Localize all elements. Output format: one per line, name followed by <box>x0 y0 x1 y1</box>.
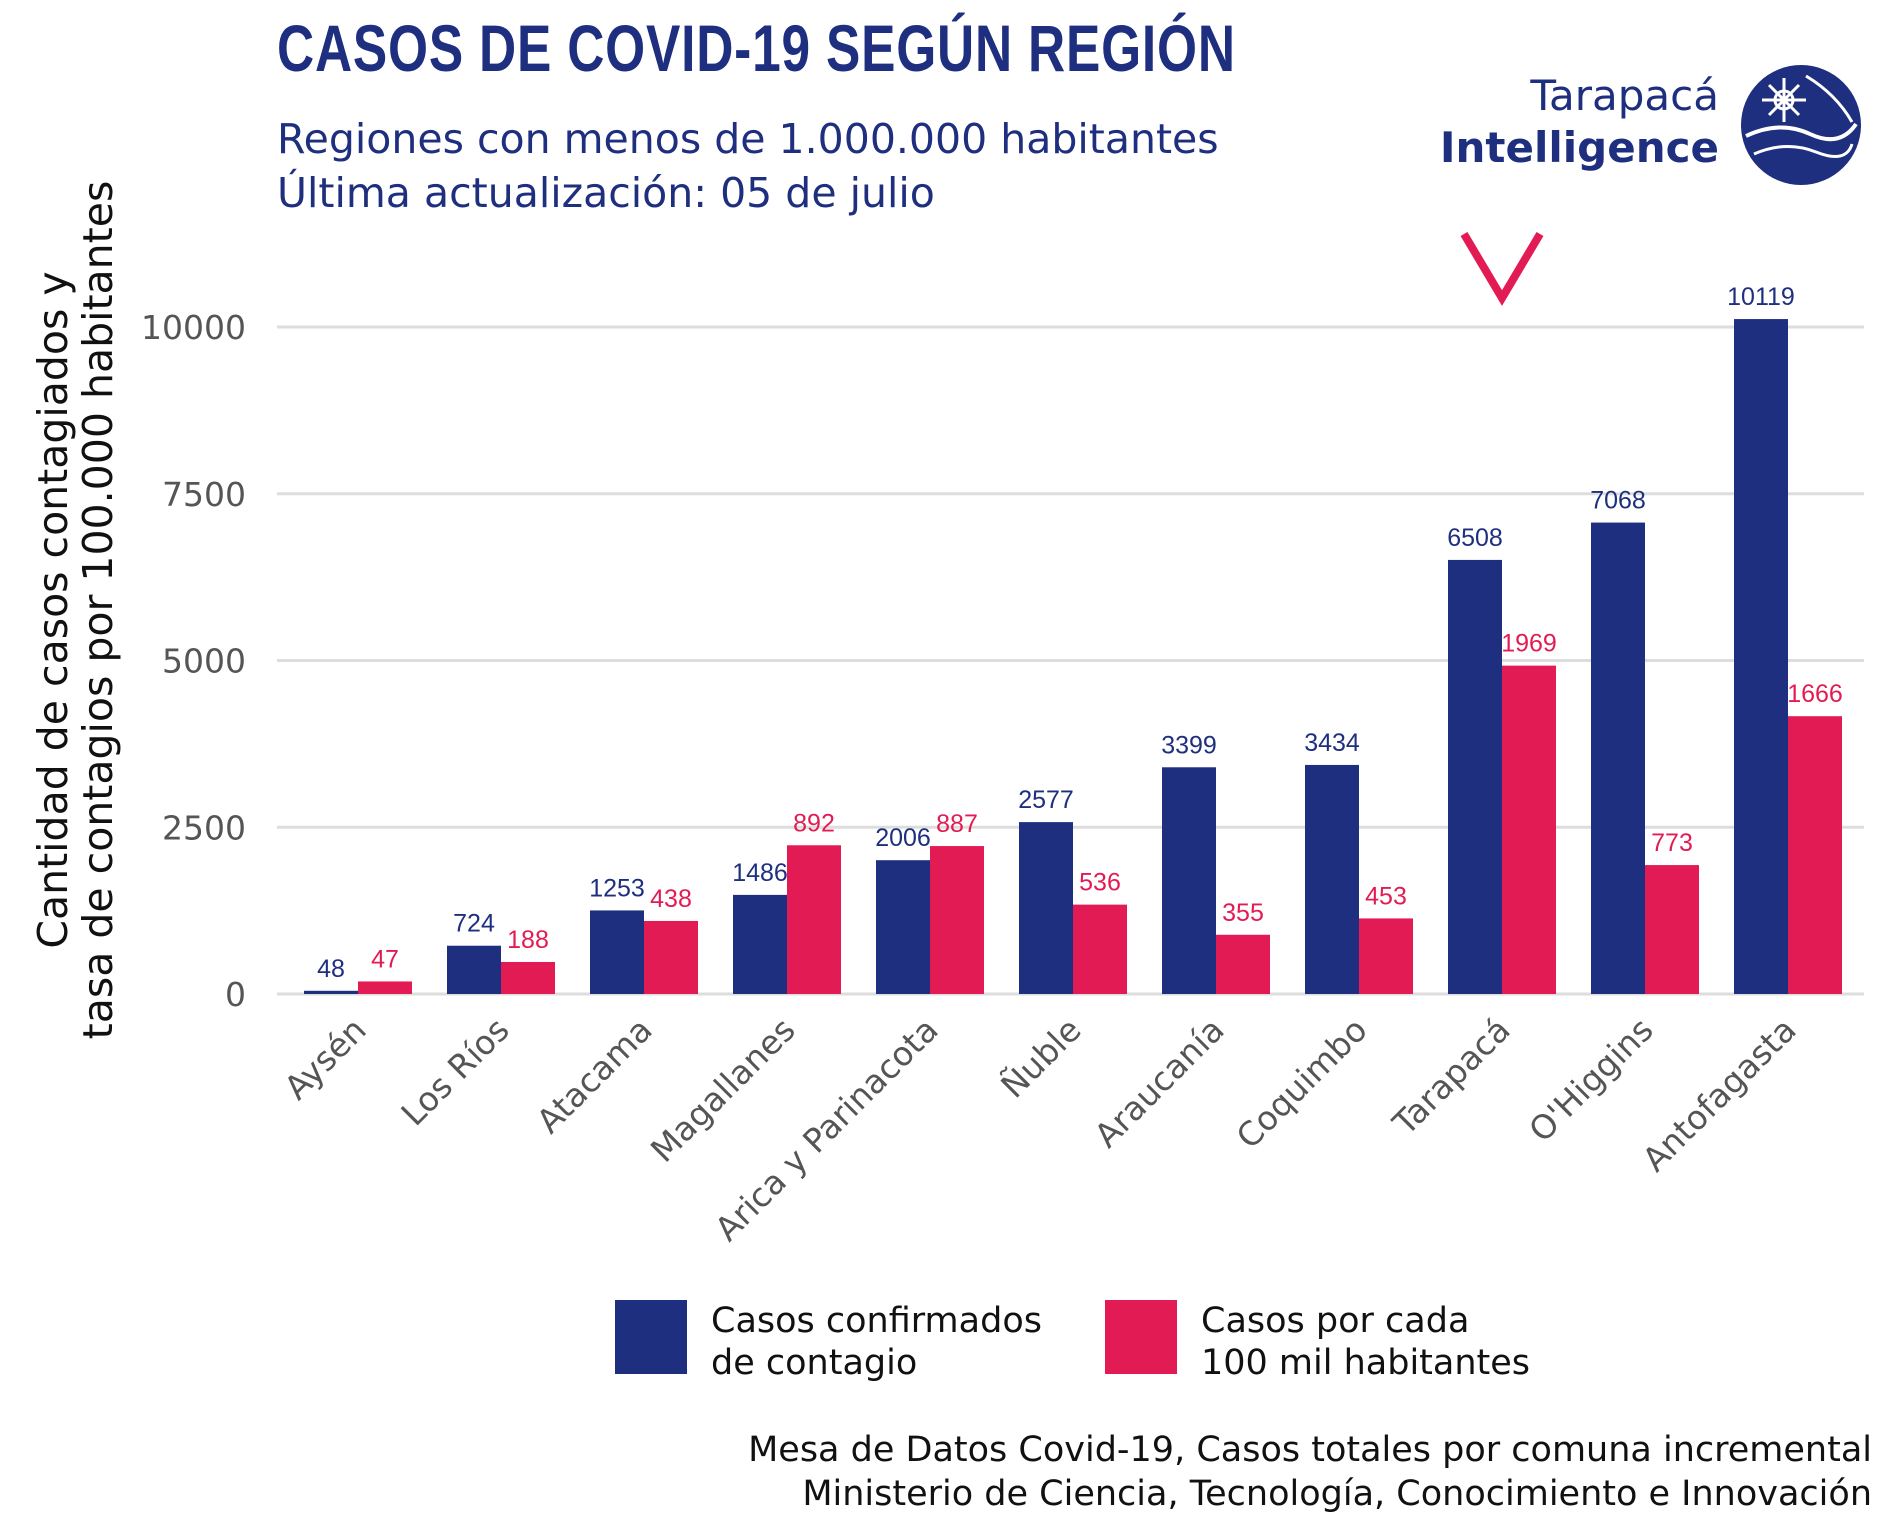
data-label-confirmed: 2577 <box>1018 786 1074 814</box>
x-tick-label: Coquimbo <box>1229 1010 1375 1156</box>
bar-confirmed <box>1019 822 1073 994</box>
bar-rate <box>930 846 984 994</box>
bar-confirmed <box>304 990 358 994</box>
bar-rate <box>1216 934 1270 994</box>
logo-globe-icon <box>1741 65 1861 185</box>
bar-rate <box>787 845 841 994</box>
x-tick-label: Tarapacá <box>1385 1010 1518 1143</box>
bar-confirmed <box>1448 559 1502 994</box>
legend-swatch-rate <box>1105 1300 1177 1374</box>
subtitle-regions: Regiones con menos de 1.000.000 habitant… <box>277 115 1219 163</box>
data-label-rate: 355 <box>1222 899 1264 927</box>
x-tick-label: Aysén <box>277 1010 374 1107</box>
bar-confirmed <box>733 894 787 994</box>
highlight-chevron-icon <box>1460 231 1544 306</box>
x-tick-label: Los Ríos <box>393 1010 516 1133</box>
legend-label-rate-line2: 100 mil habitantes <box>1201 1343 1531 1383</box>
bar-rate <box>644 920 698 994</box>
bar-confirmed <box>876 860 930 994</box>
x-tick-label: Ñuble <box>993 1010 1088 1105</box>
data-label-confirmed: 3399 <box>1161 731 1217 759</box>
legend: Casos confirmados de contagio Casos por … <box>615 1300 1555 1390</box>
legend-label-confirmed-line1: Casos confirmados <box>711 1301 1042 1341</box>
bar-rate <box>1073 904 1127 994</box>
x-tick-label: Magallanes <box>643 1010 803 1170</box>
y-axis-ticks: 0 2500 5000 7500 10000 <box>141 308 246 1014</box>
x-tick-label: O'Higgins <box>1521 1010 1660 1149</box>
data-label-rate: 892 <box>793 809 835 837</box>
bar-confirmed <box>1305 764 1359 994</box>
data-label-confirmed: 1486 <box>732 859 788 887</box>
data-label-rate: 1666 <box>1787 680 1843 708</box>
data-label-rate: 773 <box>1651 829 1693 857</box>
data-label-rate: 1969 <box>1501 630 1557 658</box>
source-note: Mesa de Datos Covid-19, Casos totales po… <box>748 1428 1872 1516</box>
bar-rate <box>1359 918 1413 994</box>
x-tick-label: Araucanía <box>1087 1010 1232 1155</box>
data-label-confirmed: 724 <box>453 910 495 938</box>
bars <box>304 319 1842 994</box>
legend-label-rate-line1: Casos por cada <box>1201 1301 1470 1341</box>
bar-confirmed <box>1162 767 1216 994</box>
bar-rate <box>1645 865 1699 994</box>
data-label-confirmed: 1253 <box>589 874 645 902</box>
y-tick-label: 7500 <box>162 475 246 514</box>
subtitle-updated: Última actualización: 05 de julio <box>277 169 935 217</box>
legend-label-rate: Casos por cada 100 mil habitantes <box>1201 1300 1530 1384</box>
y-axis-label-line2: tasa de contagios por 100.000 habitantes <box>74 181 122 1040</box>
chart-title: CASOS DE COVID-19 SEGÚN REGIÓN <box>277 11 1236 85</box>
data-label-confirmed: 7068 <box>1590 487 1646 515</box>
data-label-confirmed: 10119 <box>1727 283 1795 311</box>
legend-swatch-confirmed <box>615 1300 687 1374</box>
data-label-confirmed: 6508 <box>1447 524 1503 552</box>
bar-confirmed <box>1591 522 1645 994</box>
chart-subtitle: Regiones con menos de 1.000.000 habitant… <box>277 112 1219 220</box>
y-tick-label: 10000 <box>141 308 246 347</box>
bar-rate <box>358 981 412 994</box>
bar-rate <box>501 961 555 994</box>
bar-confirmed <box>1734 319 1788 994</box>
data-label-rate: 188 <box>507 926 549 954</box>
x-tick-label: Antofagasta <box>1635 1010 1804 1179</box>
data-label-rate: 887 <box>936 810 978 838</box>
legend-label-confirmed: Casos confirmados de contagio <box>711 1300 1042 1384</box>
logo-line1: Tarapacá <box>1530 71 1719 120</box>
y-axis-label-line1: Cantidad de casos contagiados y <box>29 271 77 948</box>
data-label-rate: 47 <box>371 945 399 973</box>
source-line2: Ministerio de Ciencia, Tecnología, Conoc… <box>802 1474 1872 1514</box>
data-label-rate: 453 <box>1365 882 1407 910</box>
data-label-confirmed: 2006 <box>875 824 931 852</box>
y-tick-label: 2500 <box>162 808 246 847</box>
logo-line2: Intelligence <box>1439 123 1719 172</box>
x-tick-label: Atacama <box>529 1010 660 1141</box>
y-tick-label: 5000 <box>162 642 246 681</box>
bar-confirmed <box>590 910 644 994</box>
data-label-rate: 536 <box>1079 869 1121 897</box>
data-label-confirmed: 3434 <box>1304 729 1360 757</box>
bar-confirmed <box>447 945 501 994</box>
data-label-rate: 438 <box>650 885 692 913</box>
source-line1: Mesa de Datos Covid-19, Casos totales po… <box>748 1430 1872 1470</box>
y-tick-label: 0 <box>225 975 246 1014</box>
bar-rate <box>1502 665 1556 994</box>
logo-text: Tarapacá Intelligence <box>1440 70 1719 174</box>
bar-rate <box>1788 716 1842 994</box>
legend-label-confirmed-line2: de contagio <box>711 1343 918 1383</box>
data-label-confirmed: 48 <box>317 955 345 983</box>
highlight-marker <box>1460 231 1544 306</box>
